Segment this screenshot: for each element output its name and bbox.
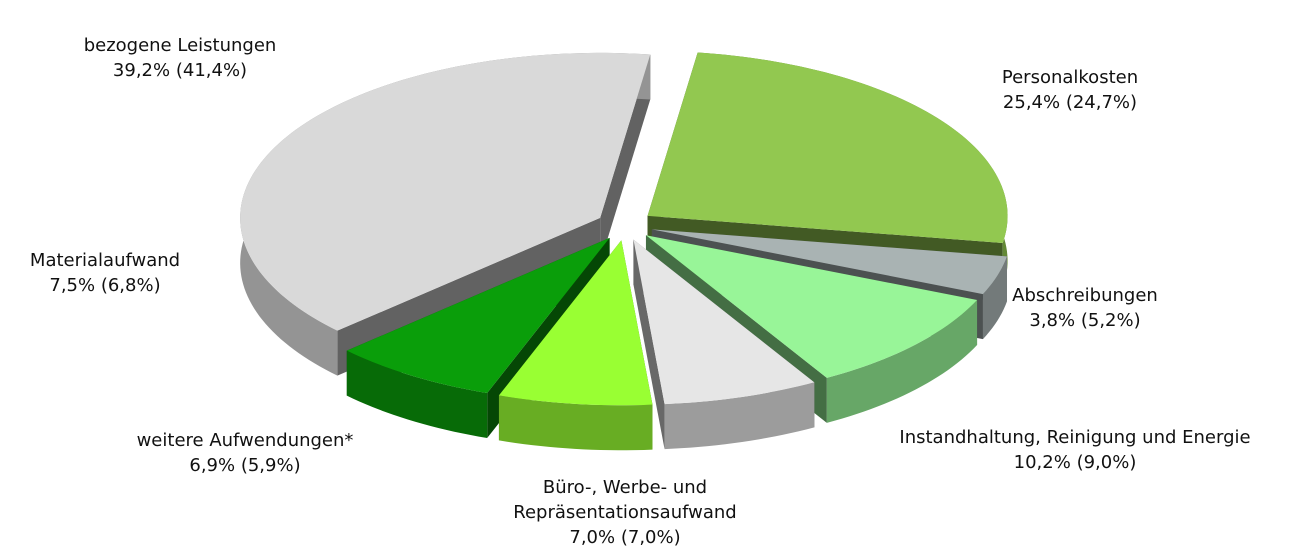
slice-label: weitere Aufwendungen* 6,9% (5,9%) bbox=[137, 428, 354, 478]
previous-value-label: (9,0%) bbox=[1076, 452, 1137, 473]
slice-top bbox=[498, 240, 653, 406]
value-label: 6,9% bbox=[189, 455, 236, 476]
previous-value-label: (24,7%) bbox=[1065, 92, 1138, 113]
slice-label: Materialaufwand 7,5% (6,8%) bbox=[30, 248, 180, 298]
previous-value-label: (7,0%) bbox=[620, 527, 681, 548]
category-label: weitere Aufwendungen* bbox=[136, 430, 354, 451]
category-label: Büro-, Werbe- und Repräsentationsaufwand bbox=[513, 477, 737, 523]
slice-label: Instandhaltung, Reinigung und Energie 10,… bbox=[899, 425, 1250, 475]
slice-top bbox=[651, 229, 1008, 295]
slice-side bbox=[600, 54, 651, 263]
slice-label: bezogene Leistungen 39,2% (41,4%) bbox=[84, 33, 277, 83]
previous-value-label: (5,2%) bbox=[1080, 310, 1141, 331]
slice-rim bbox=[982, 256, 1008, 340]
slice-rim bbox=[664, 382, 815, 450]
category-label: Personalkosten bbox=[1001, 67, 1139, 88]
slice-top bbox=[645, 235, 978, 378]
slice-label: Büro-, Werbe- und Repräsentationsaufwand… bbox=[505, 475, 745, 550]
slice-top bbox=[346, 237, 610, 394]
slice-rim bbox=[826, 299, 978, 423]
slice bbox=[498, 240, 653, 451]
slice bbox=[633, 239, 815, 450]
category-label: bezogene Leistungen bbox=[83, 35, 277, 56]
slice-side bbox=[633, 239, 665, 450]
value-label: 7,0% bbox=[569, 527, 616, 548]
value-label: 3,8% bbox=[1029, 310, 1076, 331]
value-label: 39,2% bbox=[112, 60, 171, 81]
previous-value-label: (6,8%) bbox=[100, 275, 161, 296]
slice-top bbox=[633, 239, 815, 405]
slice-top bbox=[240, 52, 651, 331]
slice-label: Personalkosten 25,4% (24,7%) bbox=[1002, 65, 1138, 115]
slice-top bbox=[647, 52, 1008, 243]
value-label: 7,5% bbox=[49, 275, 96, 296]
category-label: Abschreibungen bbox=[1012, 285, 1158, 306]
previous-value-label: (41,4%) bbox=[175, 60, 248, 81]
slice-label: Abschreibungen 3,8% (5,2%) bbox=[1012, 283, 1158, 333]
slice-rim bbox=[498, 395, 653, 451]
slice-rim bbox=[346, 350, 488, 439]
value-label: 10,2% bbox=[1013, 452, 1071, 473]
slice bbox=[240, 52, 651, 376]
category-label: Materialaufwand bbox=[29, 250, 181, 271]
previous-value-label: (5,9%) bbox=[240, 455, 301, 476]
category-label: Instandhaltung, Reinigung und Energie bbox=[899, 427, 1251, 448]
value-label: 25,4% bbox=[1002, 92, 1061, 113]
